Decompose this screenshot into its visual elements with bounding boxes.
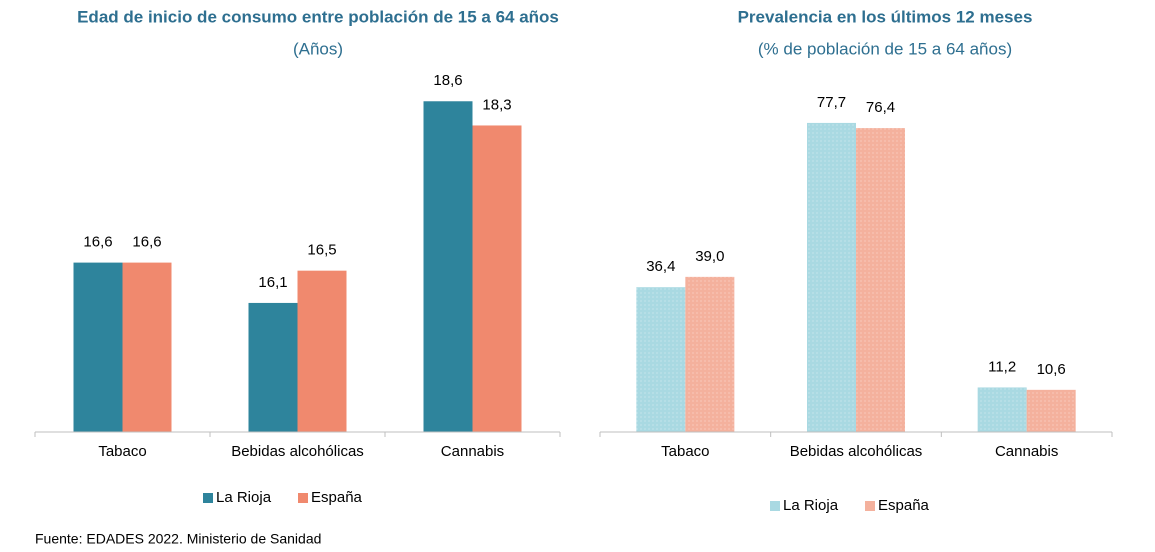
bar-texture: [685, 276, 735, 432]
legend-swatch: [865, 501, 875, 511]
data-label: 16,5: [307, 242, 336, 259]
bar-texture: [1026, 389, 1076, 432]
bar-texture: [977, 387, 1027, 432]
x-tick-label: Tabaco: [98, 443, 146, 460]
legend-swatch: [203, 493, 213, 503]
data-label: 18,3: [482, 96, 511, 113]
bar: [248, 302, 298, 432]
legend-label: España: [311, 489, 363, 506]
data-label: 36,4: [646, 258, 675, 275]
data-label: 16,6: [132, 234, 161, 251]
data-label: 16,1: [258, 274, 287, 291]
chart-subtitle: (% de población de 15 a 64 años): [758, 39, 1012, 58]
legend-swatch: [298, 493, 308, 503]
data-label: 16,6: [83, 234, 112, 251]
bar: [297, 270, 347, 432]
x-tick-label: Bebidas alcohólicas: [231, 443, 364, 460]
bar: [122, 262, 172, 432]
legend-label: La Rioja: [783, 497, 839, 514]
chart-subtitle: (Años): [293, 39, 343, 58]
bar-texture: [856, 128, 905, 432]
data-label: 77,7: [817, 94, 846, 111]
data-label: 10,6: [1037, 361, 1066, 378]
legend-label: España: [878, 497, 930, 514]
legend-label: La Rioja: [216, 489, 272, 506]
bar: [73, 262, 123, 432]
x-tick-label: Cannabis: [441, 443, 504, 460]
chart-title: Edad de inicio de consumo entre població…: [77, 7, 559, 26]
chart-title: Prevalencia en los últimos 12 meses: [738, 7, 1033, 26]
legend-swatch: [770, 501, 780, 511]
bar: [423, 101, 473, 433]
bar-texture: [807, 122, 856, 432]
data-label: 11,2: [988, 358, 1016, 375]
data-label: 39,0: [695, 248, 724, 265]
x-tick-label: Tabaco: [661, 443, 709, 460]
bar: [472, 125, 522, 432]
x-tick-label: Bebidas alcohólicas: [790, 443, 923, 460]
data-label: 18,6: [433, 72, 462, 89]
x-tick-label: Cannabis: [995, 443, 1058, 460]
data-label: 76,4: [866, 99, 895, 116]
bar-texture: [636, 287, 686, 432]
source: Fuente: EDADES 2022. Ministerio de Sanid…: [35, 531, 321, 547]
